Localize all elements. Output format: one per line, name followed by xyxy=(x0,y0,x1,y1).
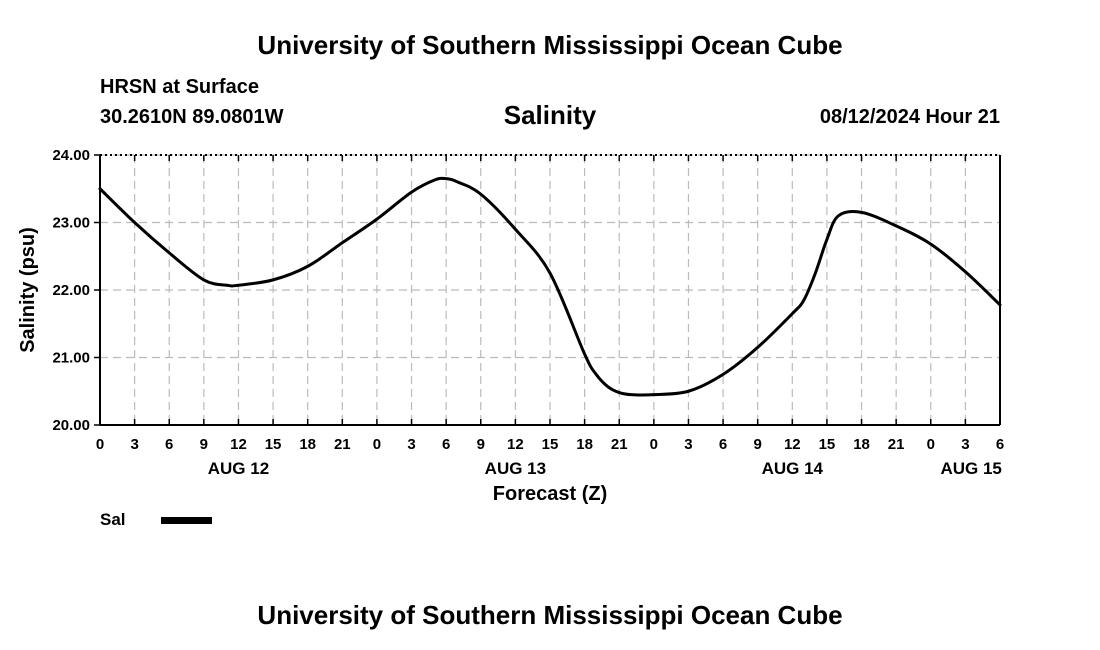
x-tick-label-22: 18 xyxy=(853,436,870,453)
day-label-2: AUG 14 xyxy=(762,459,824,478)
day-label-1: AUG 13 xyxy=(485,459,546,478)
x-tick-label-10: 6 xyxy=(442,436,450,453)
x-tick-label-26: 6 xyxy=(996,436,1004,453)
x-tick-label-13: 15 xyxy=(542,436,559,453)
x-tick-label-16: 0 xyxy=(650,436,658,453)
station-coordinates: 30.2610N 89.0801W xyxy=(100,106,284,128)
x-tick-label-11: 9 xyxy=(477,436,485,453)
x-tick-label-12: 12 xyxy=(507,436,524,453)
y-tick-label-3: 23.00 xyxy=(52,215,90,232)
x-tick-label-6: 18 xyxy=(299,436,316,453)
y-tick-label-0: 20.00 xyxy=(52,417,90,434)
main-title: University of Southern Mississippi Ocean… xyxy=(257,30,843,60)
axes xyxy=(94,154,1001,426)
day-label-0: AUG 12 xyxy=(208,459,269,478)
x-tick-label-20: 12 xyxy=(784,436,801,453)
day-label-3: AUG 15 xyxy=(940,459,1001,478)
x-tick-label-18: 6 xyxy=(719,436,727,453)
x-tick-label-5: 15 xyxy=(265,436,282,453)
y-tick-label-2: 22.00 xyxy=(52,282,90,299)
x-tick-label-24: 0 xyxy=(927,436,935,453)
series-line-sal xyxy=(98,176,1002,397)
x-tick-label-19: 9 xyxy=(754,436,762,453)
forecast-datetime: 08/12/2024 Hour 21 xyxy=(819,106,1000,128)
y-tick-label-4: 24.00 xyxy=(52,147,90,164)
x-tick-label-25: 3 xyxy=(961,436,969,453)
chart-title: Salinity xyxy=(503,100,597,130)
x-tick-label-0: 0 xyxy=(96,436,104,453)
x-tick-label-23: 21 xyxy=(888,436,905,453)
x-tick-label-14: 18 xyxy=(576,436,593,453)
x-tick-label-4: 12 xyxy=(230,436,247,453)
grid-lines xyxy=(100,154,1000,425)
x-tick-label-1: 3 xyxy=(130,436,138,453)
x-tick-label-9: 3 xyxy=(407,436,415,453)
x-axis-title: Forecast (Z) xyxy=(493,483,607,505)
legend-label-sal: Sal xyxy=(100,510,126,529)
x-tick-label-15: 21 xyxy=(611,436,628,453)
x-tick-label-8: 0 xyxy=(373,436,381,453)
axis-labels: 0 3 6 9 12 15 18 21 0 3 6 9 12 15 18 21 0 3 6 9 12 15 18 21 0 3 6 2… xyxy=(17,147,1004,505)
y-axis-title: Salinity (psu) xyxy=(17,227,39,353)
x-tick-label-21: 15 xyxy=(819,436,836,453)
x-tick-label-17: 3 xyxy=(684,436,692,453)
series-layer xyxy=(98,176,1002,397)
x-tick-label-7: 21 xyxy=(334,436,351,453)
y-tick-label-1: 21.00 xyxy=(52,350,90,367)
station-label: HRSN at Surface xyxy=(100,76,259,98)
x-tick-label-3: 9 xyxy=(200,436,208,453)
legend-swatch-sal xyxy=(161,517,212,524)
x-tick-label-2: 6 xyxy=(165,436,173,453)
footer-title: University of Southern Mississippi Ocean… xyxy=(257,600,843,630)
